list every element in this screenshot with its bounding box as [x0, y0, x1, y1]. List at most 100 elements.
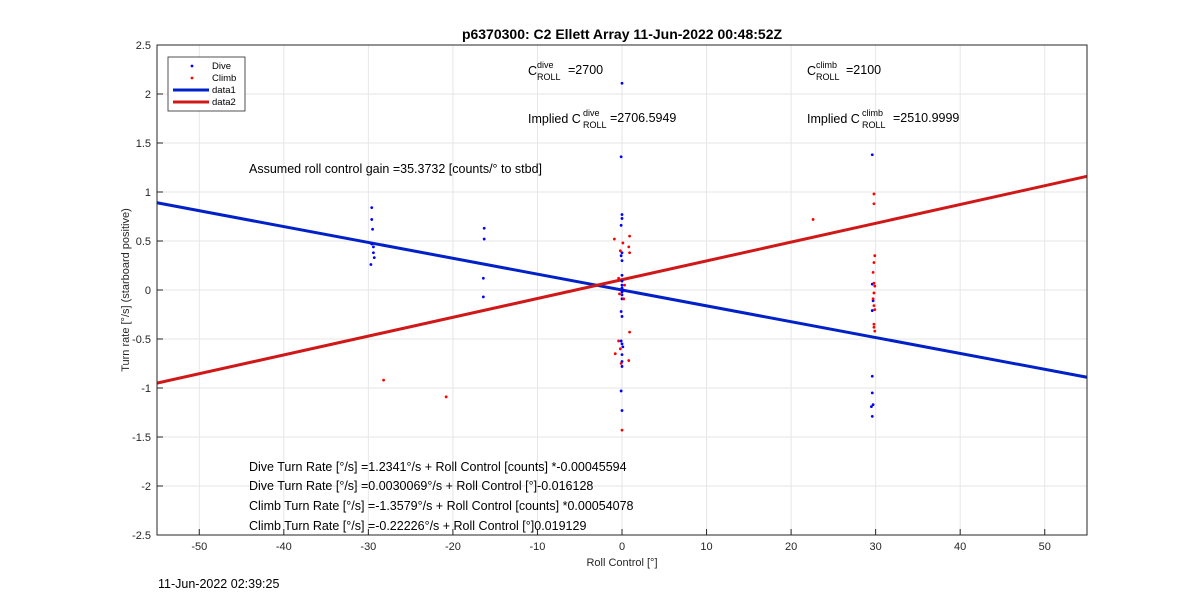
dive-point: [620, 365, 624, 368]
y-tick-label: -0.5: [132, 334, 151, 346]
dive-point: [369, 263, 373, 266]
climb-point: [811, 218, 815, 221]
climb-point: [872, 281, 876, 285]
dive-point: [372, 245, 375, 249]
climb-point: [628, 330, 632, 334]
y-tick-label: 0: [145, 285, 151, 297]
implied-climb-annotation: Implied C climb ROLL =2510.9999: [807, 108, 959, 130]
legend-marker-dive: [190, 64, 194, 68]
dive-point: [481, 295, 485, 299]
y-tick-label: -2: [141, 481, 151, 493]
fit-text-climb-degrees: Climb Turn Rate [°/s] =-0.22226°/s + Rol…: [249, 519, 586, 533]
dive-point: [870, 415, 874, 418]
climb-point: [871, 297, 875, 301]
gain-annotation: Assumed roll control gain =35.3732 [coun…: [249, 162, 542, 176]
dive-point: [620, 273, 624, 277]
y-tick-label: -1.5: [132, 432, 151, 444]
x-tick-label: -50: [191, 541, 207, 553]
dive-point: [620, 213, 624, 216]
climb-point: [621, 241, 625, 245]
dive-point: [619, 223, 623, 227]
climb-point: [444, 395, 448, 399]
x-tick-label: 10: [700, 541, 712, 553]
dive-point: [870, 374, 874, 378]
climb-point: [872, 192, 876, 196]
dive-point: [482, 226, 486, 230]
implied-dive-prefix: Implied C: [528, 112, 581, 126]
x-tick-label: -10: [530, 541, 546, 553]
climb-point: [873, 329, 877, 333]
climb-point: [617, 339, 621, 343]
x-axis-label: Roll Control [°]: [586, 557, 657, 569]
climb-point: [612, 237, 616, 241]
implied-climb-prefix: Implied C: [807, 112, 860, 126]
x-tick-label: -20: [445, 541, 461, 553]
dive-point: [620, 81, 624, 85]
data-points: [369, 81, 877, 432]
implied-climb-value: =2510.9999: [893, 111, 959, 125]
legend: Dive Climb data1 data2: [167, 56, 246, 112]
climb-point: [627, 359, 631, 362]
legend-label-dive: Dive: [212, 61, 231, 72]
climb-point: [620, 428, 624, 432]
dive-point: [370, 242, 374, 246]
x-tick-label: 50: [1039, 541, 1051, 553]
y-tick-label: -1: [141, 383, 151, 395]
climb-point: [871, 270, 875, 274]
y-tick-label: 2.5: [136, 40, 151, 52]
fit-line-data2: [156, 174, 1088, 385]
climb-point: [872, 291, 876, 295]
climb-point: [619, 362, 623, 365]
climb-point: [628, 234, 632, 238]
dive-point: [620, 293, 624, 297]
climb-point: [872, 261, 876, 264]
x-tick-label: 40: [954, 541, 966, 553]
fit-text-climb-counts: Climb Turn Rate [°/s] =-1.3579°/s + Roll…: [249, 499, 634, 513]
c-dive-sup: dive: [537, 60, 554, 70]
fit-text-dive-degrees: Dive Turn Rate [°/s] =0.0030069°/s + Rol…: [249, 479, 593, 493]
legend-label-climb: Climb: [212, 73, 236, 84]
c-climb-value: =2100: [846, 63, 881, 77]
dive-point: [619, 254, 623, 258]
dive-point: [619, 155, 623, 159]
x-tick-label: -30: [360, 541, 376, 553]
c-dive-sub: ROLL: [537, 72, 561, 82]
dive-point: [372, 251, 375, 255]
dive-point: [620, 315, 624, 318]
dive-point: [620, 279, 624, 283]
c-climb-sup: climb: [816, 60, 837, 70]
implied-dive-value: =2706.5949: [610, 111, 676, 125]
y-tick-label: 1: [145, 187, 151, 199]
dive-point: [871, 299, 875, 303]
dive-point: [620, 409, 624, 412]
dive-point: [870, 153, 874, 157]
dive-point: [370, 218, 374, 221]
dive-point: [870, 405, 873, 409]
dive-point: [871, 403, 875, 407]
climb-point: [618, 292, 621, 296]
dive-point: [481, 276, 485, 280]
legend-label-data2: data2: [212, 97, 236, 108]
dive-point: [620, 290, 624, 294]
climb-point: [872, 202, 876, 206]
dive-point: [620, 259, 624, 262]
climb-point: [627, 245, 631, 249]
footer-timestamp: 11-Jun-2022 02:39:25: [158, 577, 280, 591]
climb-point: [613, 352, 617, 356]
c-climb-annotation: C climb ROLL =2100: [807, 60, 881, 82]
dive-point: [371, 227, 374, 231]
x-tick-label: 30: [870, 541, 882, 553]
dive-point: [621, 345, 625, 349]
dive-point: [870, 309, 874, 312]
c-dive-annotation: C dive ROLL =2700: [528, 60, 603, 82]
y-tick-label: 2: [145, 89, 151, 101]
climb-point: [873, 284, 877, 288]
dive-point: [620, 217, 624, 220]
c-dive-symbol: C: [528, 64, 537, 78]
dive-point: [370, 206, 374, 210]
climb-point: [628, 251, 632, 255]
implied-climb-sup: climb: [862, 108, 883, 118]
y-tick-label: 0.5: [136, 236, 151, 248]
dive-point: [620, 251, 624, 255]
dive-point: [619, 310, 623, 313]
